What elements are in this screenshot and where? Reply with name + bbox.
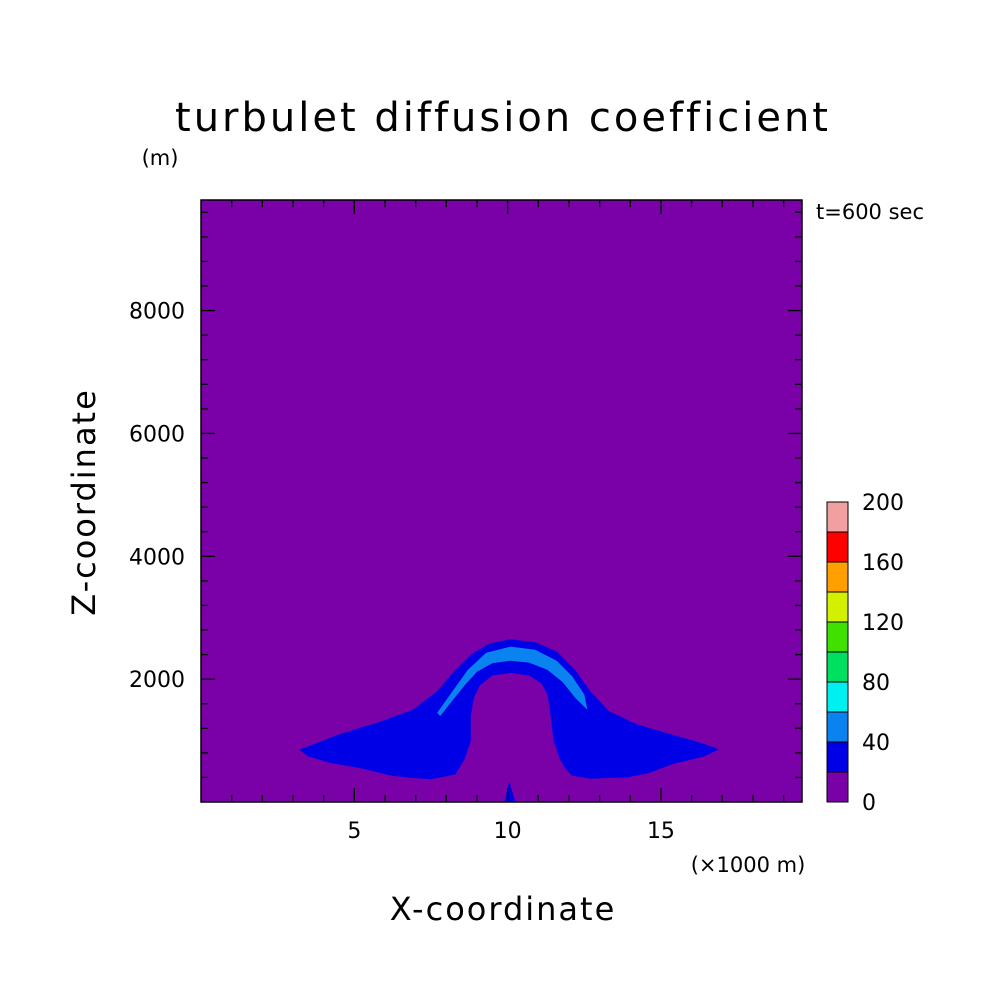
colorbar-label: 200: [862, 491, 904, 516]
colorbar-label: 80: [862, 671, 890, 696]
colorbar-label: 0: [862, 791, 876, 816]
colorbar-label: 40: [862, 731, 890, 756]
colorbar-label: 120: [862, 611, 904, 636]
time-label: t=600 sec: [816, 200, 924, 224]
colorbar-label: 160: [862, 551, 904, 576]
y-tick-label: 4000: [129, 545, 185, 570]
colorbar-swatch: [826, 711, 849, 743]
contour-region-2: [437, 646, 588, 716]
x-tick-label: 5: [347, 819, 361, 844]
y-axis-label: Z-coordinate: [65, 388, 103, 616]
colorbar: 0 40 80 120 160 200: [826, 491, 904, 816]
y-tick-label: 6000: [129, 422, 185, 447]
colorbar-swatch: [826, 741, 849, 773]
colorbar-swatch: [826, 501, 849, 533]
colorbar-swatch: [826, 651, 849, 683]
x-tick-label: 15: [647, 819, 675, 844]
axis-ticks: [201, 200, 802, 802]
y-tick-label: 8000: [129, 300, 185, 325]
contour-region-1: [299, 639, 720, 780]
colorbar-swatch: [826, 591, 849, 623]
y-tick-labels: 2000 4000 6000 8000: [129, 300, 185, 694]
colorbar-swatch: [826, 771, 849, 803]
plot-frame: [200, 199, 803, 803]
colorbar-swatch: [826, 621, 849, 653]
colorbar-swatch: [826, 531, 849, 563]
plot-area: [200, 199, 803, 803]
y-tick-label: 2000: [129, 668, 185, 693]
plot-background: [201, 200, 802, 802]
x-unit-label: (×1000 m): [691, 853, 806, 877]
x-tick-label: 10: [494, 819, 522, 844]
colorbar-swatch: [826, 561, 849, 593]
colorbar-swatch: [826, 681, 849, 713]
y-unit-label: (m): [142, 146, 179, 170]
x-axis-label: X-coordinate: [390, 890, 617, 928]
x-tick-labels: 5 10 15: [347, 819, 675, 844]
chart-title: turbulet diffusion coefficient: [175, 95, 831, 141]
